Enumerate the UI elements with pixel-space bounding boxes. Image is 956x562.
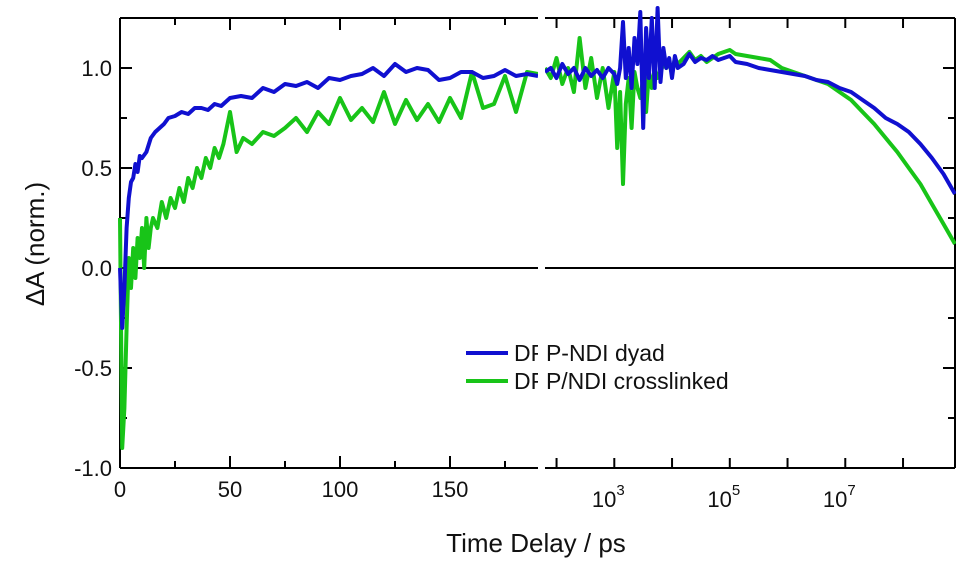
plot-axes: [119, 17, 956, 469]
legend-label-dyad: DPP-NDI dyad: [514, 340, 665, 366]
log-tick-base: 10: [707, 487, 731, 512]
y-axis-label: ΔA (norm.): [20, 182, 50, 306]
series-line-crosslinked-linear: [118, 70, 539, 450]
log-tick-label: 105: [707, 482, 740, 512]
legend: DPP-NDI dyad DPP/NDI crosslinked: [466, 340, 729, 394]
log-tick-base: 10: [592, 487, 616, 512]
x-tick-label: 150: [432, 477, 469, 502]
log-tick-label: 103: [592, 482, 625, 512]
tick-labels: 1.00.50.0-0.5-1.00 50 100 150 103 105 107: [74, 56, 856, 512]
y-tick-label: -1.0: [74, 456, 112, 481]
y-tick-label: 0.5: [81, 156, 112, 181]
y-tick-label: 1.0: [81, 56, 112, 81]
x-tick-label: 100: [322, 477, 359, 502]
axis-break-gap: [538, 16, 545, 470]
data-series: [118, 6, 956, 450]
y-tick-label: 0.0: [81, 256, 112, 281]
x-axis-label: Time Delay / ps: [446, 528, 626, 558]
y-tick-label: -0.5: [74, 356, 112, 381]
x-tick-label: 0: [114, 477, 126, 502]
log-tick-exponent: 3: [616, 482, 624, 499]
legend-label-crosslinked: DPP/NDI crosslinked: [514, 368, 729, 394]
log-tick-label: 107: [823, 482, 856, 512]
log-tick-exponent: 5: [732, 482, 740, 499]
log-tick-exponent: 7: [847, 482, 855, 499]
series-line-dyad-linear: [118, 62, 539, 330]
series-line-dyad-log: [543, 6, 956, 195]
x-tick-label: 50: [218, 477, 242, 502]
log-tick-base: 10: [823, 487, 847, 512]
